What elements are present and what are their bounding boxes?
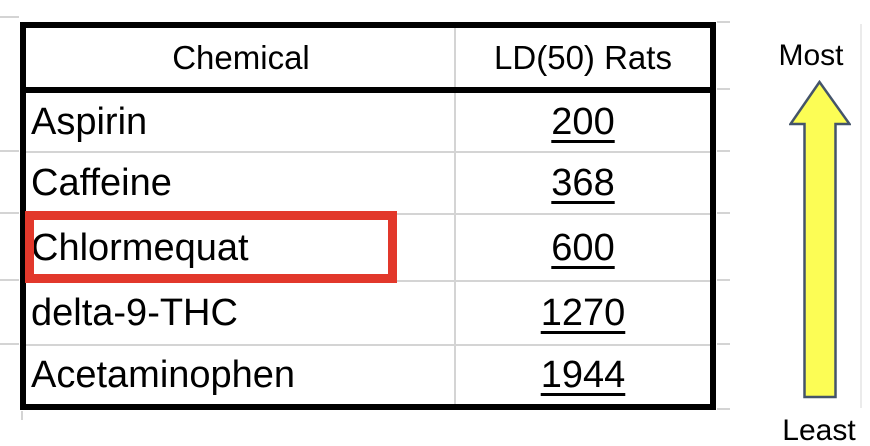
up-arrow-icon [789, 80, 851, 399]
gridline-stub [717, 212, 730, 214]
gridline-stub [717, 21, 730, 23]
gridline-stub [0, 212, 19, 214]
gridline-stub [21, 411, 23, 420]
table-body: Aspirin 200 Caffeine 368 Chlormequat 600… [26, 93, 710, 404]
gridline-stub [717, 279, 730, 281]
ld50-table: Chemical LD(50) Rats Aspirin 200 Caffein… [20, 22, 716, 410]
gridline-stub [0, 16, 19, 18]
chemical-name: Acetaminophen [31, 354, 296, 396]
table-header-row: Chemical LD(50) Rats [26, 28, 710, 87]
ld50-value: 200 [551, 101, 615, 143]
gridline-stub [717, 408, 730, 410]
gridline-stub [717, 343, 730, 345]
chemical-name: delta-9-THC [31, 292, 238, 334]
scale-label-least: Least [782, 414, 856, 446]
scale-label-most: Most [778, 39, 844, 72]
chemical-name: Chlormequat [31, 226, 249, 269]
ld50-value: 600 [551, 226, 615, 269]
table-row: Aspirin 200 [26, 93, 710, 151]
header-ld50: LD(50) Rats [494, 39, 672, 76]
table-row: delta-9-THC 1270 [26, 280, 710, 344]
chemical-name: Aspirin [31, 101, 148, 143]
gridline-stub [717, 88, 730, 90]
gridline-stub [860, 24, 862, 408]
chemical-name: Caffeine [31, 162, 172, 204]
table-row: Caffeine 368 [26, 151, 710, 213]
ld50-value: 368 [551, 162, 615, 204]
gridline-stub [0, 279, 19, 281]
highlight-rectangle [25, 211, 397, 283]
header-chemical: Chemical [172, 39, 310, 76]
table-row: Acetaminophen 1944 [26, 344, 710, 404]
column-divider-gridline [454, 28, 456, 404]
gridline-stub [0, 343, 19, 345]
header-separator-line [26, 87, 710, 93]
ld50-value: 1270 [540, 292, 626, 334]
gridline-stub [717, 150, 730, 152]
gridline-stub [0, 150, 19, 152]
ld50-value: 1944 [540, 354, 626, 396]
